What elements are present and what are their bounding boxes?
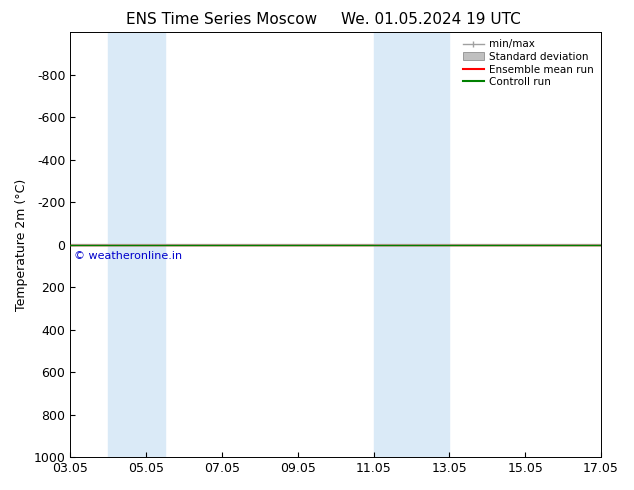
Text: ENS Time Series Moscow: ENS Time Series Moscow [126,12,318,27]
Legend: min/max, Standard deviation, Ensemble mean run, Controll run: min/max, Standard deviation, Ensemble me… [459,35,598,92]
Text: We. 01.05.2024 19 UTC: We. 01.05.2024 19 UTC [341,12,521,27]
Text: © weatheronline.in: © weatheronline.in [74,251,182,261]
Bar [373,32,450,457]
Y-axis label: Temperature 2m (°C): Temperature 2m (°C) [15,178,28,311]
Bar [108,32,165,457]
